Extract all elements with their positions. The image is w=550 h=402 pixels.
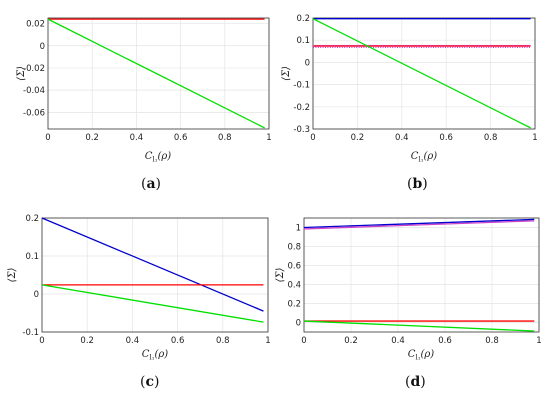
x-tick-label: 0.6 xyxy=(439,133,453,143)
y-axis-label: ⟨Σ⟩ xyxy=(7,267,18,282)
y-tick-label: 1 xyxy=(296,224,301,234)
x-tick-label: 0.8 xyxy=(485,336,499,346)
x-tick-label: 0.4 xyxy=(391,336,405,346)
y-tick-label: 0.8 xyxy=(287,243,301,253)
x-axis-label: Cl₁(ρ) xyxy=(408,349,434,362)
y-tick-label: -0.3 xyxy=(293,125,310,135)
series-line-1 xyxy=(303,220,535,230)
series-line-0 xyxy=(303,218,535,229)
x-tick-label: 0.6 xyxy=(438,336,452,346)
y-tick-label: -0.06 xyxy=(23,108,45,118)
y-tick-label: 0.02 xyxy=(26,20,45,30)
y-tick-label: -0.02 xyxy=(23,64,45,74)
x-axis-label: Cl₁(ρ) xyxy=(411,151,437,164)
series-line-1 xyxy=(47,18,265,129)
panel-d: 0 0.2 0.4 0.6 0.8 1 1 0.8 0.6 0.4 0.2 0 Cl₁(ρ) ⟨Σ⟩ (d) xyxy=(275,217,542,390)
panel-caption: (a) xyxy=(141,176,161,192)
x-tick-label: 0 xyxy=(310,133,315,143)
y-tick-label: 0 xyxy=(296,319,301,329)
x-tick-label: 0.6 xyxy=(174,133,188,143)
y-tick-label: -0.2 xyxy=(293,103,310,113)
x-tick-label: 0.2 xyxy=(344,336,358,346)
panel-a: 0 0.2 0.4 0.6 0.8 1 0.02 0 -0.02 -0.04 -0.06 Cl₁(ρ)… xyxy=(16,17,272,192)
x-tick-label: 0.4 xyxy=(395,133,409,143)
x-tick-label: 0.2 xyxy=(85,133,99,143)
y-tick-label: 0.1 xyxy=(25,252,39,262)
x-axis-label: Cl₁(ρ) xyxy=(145,151,171,164)
y-axis-label: ⟨Σ⟩ xyxy=(16,66,27,81)
x-tick-label: 0.2 xyxy=(351,133,365,143)
series-line-2 xyxy=(41,284,264,323)
x-tick-label: 1 xyxy=(265,336,270,346)
x-tick-label: 0.2 xyxy=(80,336,94,346)
y-tick-label: 0.2 xyxy=(296,14,310,24)
y-axis-label: ⟨Σ⟩ xyxy=(281,66,292,81)
x-tick-label: 0.8 xyxy=(216,336,230,346)
panel-caption: (c) xyxy=(140,374,159,390)
y-axis-label: ⟨Σ⟩ xyxy=(275,267,286,282)
x-tick-label: 1 xyxy=(532,133,537,143)
series-line-0 xyxy=(41,217,264,312)
y-tick-label: 0.4 xyxy=(287,281,301,291)
y-tick-label: 0.2 xyxy=(25,214,39,224)
y-tick-label: 0.6 xyxy=(287,262,301,272)
x-tick-label: 0.8 xyxy=(484,133,498,143)
axes-frame xyxy=(312,17,536,130)
axes-frame xyxy=(303,217,540,333)
y-tick-label: -0.1 xyxy=(293,81,310,91)
x-tick-label: 1 xyxy=(266,133,271,143)
panel-caption: (b) xyxy=(407,176,428,192)
x-tick-label: 0.4 xyxy=(130,133,144,143)
y-tick-label: 0 xyxy=(40,42,45,52)
x-tick-label: 1 xyxy=(536,336,541,346)
x-tick-label: 0.6 xyxy=(171,336,185,346)
y-tick-label: -0.1 xyxy=(22,328,39,338)
x-axis-label: Cl₁(ρ) xyxy=(142,349,168,362)
x-tick-label: 0.4 xyxy=(126,336,140,346)
y-tick-label: 0.2 xyxy=(287,300,301,310)
y-tick-label: 0.1 xyxy=(296,36,310,46)
axes-frame xyxy=(41,217,269,333)
series-line-3 xyxy=(303,320,535,332)
panel-caption: (d) xyxy=(405,374,426,390)
panel-b: 0 0.2 0.4 0.6 0.8 1 0.2 0.1 0 -0.1 -0.2 -0.3 Cl₁(ρ) ⟨… xyxy=(281,14,538,192)
x-tick-label: 0 xyxy=(45,133,50,143)
x-tick-label: 0 xyxy=(39,336,44,346)
x-tick-label: 0 xyxy=(301,336,306,346)
y-tick-label: -0.04 xyxy=(23,86,45,96)
x-tick-label: 0.8 xyxy=(218,133,232,143)
series-line-3 xyxy=(312,18,531,129)
y-tick-label: 0 xyxy=(305,58,310,68)
y-tick-label: 0 xyxy=(34,290,39,300)
axes-frame xyxy=(47,17,270,130)
